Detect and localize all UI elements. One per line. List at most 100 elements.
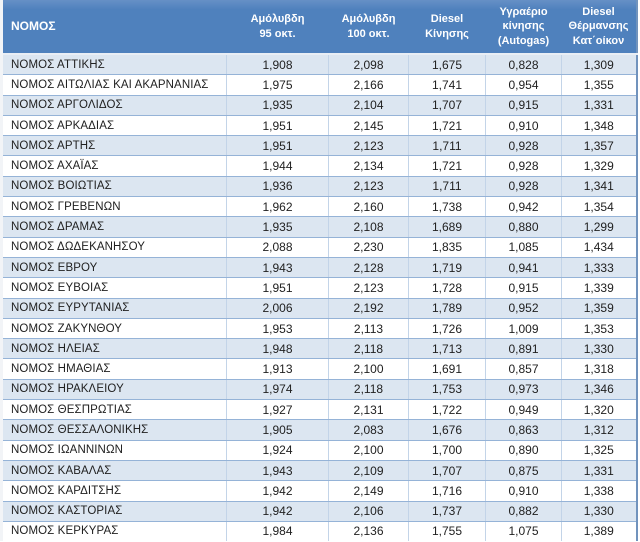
- price-cell: 1,338: [561, 480, 637, 502]
- price-cell: 0,828: [485, 54, 562, 76]
- price-cell: 1,927: [226, 399, 329, 421]
- price-cell: 0,875: [485, 460, 562, 482]
- price-cell: 1,974: [226, 379, 329, 401]
- table-row: ΝΟΜΟΣ ΑΤΤΙΚΗΣ 1,908 2,098 1,675 0,828 1,309: [1, 54, 637, 76]
- price-cell: 0,949: [485, 399, 562, 421]
- price-cell: 2,123: [328, 135, 409, 157]
- price-cell: 1,676: [408, 419, 486, 441]
- price-cell: 1,691: [408, 358, 486, 380]
- price-cell: 1,355: [561, 74, 637, 96]
- price-cell: 1,935: [226, 216, 329, 238]
- price-cell: 0,915: [485, 277, 562, 299]
- price-cell: 2,108: [328, 216, 409, 238]
- price-cell: 1,741: [408, 74, 486, 96]
- table-header: ΝΟΜΟΣ Αμόλυβδη 95 οκτ. Αμόλυβδη 100 οκτ.…: [1, 0, 637, 55]
- table-row: ΝΟΜΟΣ ΒΟΙΩΤΙΑΣ 1,936 2,123 1,711 0,928 1,341: [1, 176, 637, 198]
- price-cell: 1,835: [408, 237, 486, 258]
- prefecture-name: ΝΟΜΟΣ ΖΑΚΥΝΘΟΥ: [1, 318, 227, 340]
- price-cell: 2,123: [328, 176, 409, 198]
- price-cell: 1,716: [408, 480, 486, 502]
- table-row: ΝΟΜΟΣ ΚΑΡΔΙΤΣΗΣ 1,942 2,149 1,716 0,910 1,338: [1, 480, 637, 502]
- prefecture-name: ΝΟΜΟΣ ΚΑΣΤΟΡΙΑΣ: [1, 501, 227, 522]
- price-cell: 1,728: [408, 277, 486, 299]
- table-row: ΝΟΜΟΣ ΙΩΑΝΝΙΝΩΝ 1,924 2,100 1,700 0,890 1,325: [1, 440, 637, 461]
- table-row: ΝΟΜΟΣ ΓΡΕΒΕΝΩΝ 1,962 2,160 1,738 0,942 1,354: [1, 196, 637, 218]
- prefecture-name: ΝΟΜΟΣ ΗΡΑΚΛΕΙΟΥ: [1, 379, 227, 401]
- price-cell: 1,333: [561, 257, 637, 279]
- prefecture-name: ΝΟΜΟΣ ΒΟΙΩΤΙΑΣ: [1, 176, 227, 198]
- price-cell: 1,009: [485, 318, 562, 340]
- price-cell: 0,928: [485, 176, 562, 198]
- price-cell: 1,738: [408, 196, 486, 218]
- column-header-diesel-auto: Diesel Κίνησης: [408, 0, 486, 55]
- table-row: ΝΟΜΟΣ ΑΙΤΩΛΙΑΣ ΚΑΙ ΑΚΑΡΝΑΝΙΑΣ 1,975 2,166 1…: [1, 74, 637, 96]
- price-cell: 1,707: [408, 460, 486, 482]
- price-cell: 1,075: [485, 521, 562, 542]
- prefecture-name: ΝΟΜΟΣ ΑΡΚΑΔΙΑΣ: [1, 115, 227, 137]
- prefecture-name: ΝΟΜΟΣ ΓΡΕΒΕΝΩΝ: [1, 196, 227, 218]
- price-cell: 2,166: [328, 74, 409, 96]
- price-cell: 2,145: [328, 115, 409, 137]
- prefecture-name: ΝΟΜΟΣ ΕΥΡΥΤΑΝΙΑΣ: [1, 298, 227, 319]
- table-row: ΝΟΜΟΣ ΗΛΕΙΑΣ 1,948 2,118 1,713 0,891 1,330: [1, 338, 637, 360]
- prefecture-name: ΝΟΜΟΣ ΑΡΤΗΣ: [1, 135, 227, 157]
- price-cell: 2,006: [226, 298, 329, 319]
- price-cell: 0,973: [485, 379, 562, 401]
- price-cell: 1,737: [408, 501, 486, 522]
- price-cell: 0,891: [485, 338, 562, 360]
- table-row: ΝΟΜΟΣ ΗΡΑΚΛΕΙΟΥ 1,974 2,118 1,753 0,973 1,346: [1, 379, 637, 401]
- price-cell: 1,935: [226, 95, 329, 116]
- prefecture-name: ΝΟΜΟΣ ΚΑΡΔΙΤΣΗΣ: [1, 480, 227, 502]
- table-row: ΝΟΜΟΣ ΑΡΤΗΣ 1,951 2,123 1,711 0,928 1,357: [1, 135, 637, 157]
- prefecture-name: ΝΟΜΟΣ ΕΥΒΟΙΑΣ: [1, 277, 227, 299]
- column-header-unleaded-100: Αμόλυβδη 100 οκτ.: [328, 0, 409, 55]
- price-cell: 2,128: [328, 257, 409, 279]
- price-cell: 1,341: [561, 176, 637, 198]
- price-cell: 2,104: [328, 95, 409, 116]
- price-cell: 1,951: [226, 115, 329, 137]
- price-cell: 0,928: [485, 135, 562, 157]
- price-cell: 1,318: [561, 358, 637, 380]
- price-cell: 0,941: [485, 257, 562, 279]
- price-cell: 2,160: [328, 196, 409, 218]
- price-cell: 1,975: [226, 74, 329, 96]
- price-cell: 0,952: [485, 298, 562, 319]
- column-header-autogas: Υγραέριο κίνησης (Autogas): [485, 0, 562, 55]
- price-cell: 1,348: [561, 115, 637, 137]
- prefecture-name: ΝΟΜΟΣ ΔΩΔΕΚΑΝΗΣΟΥ: [1, 237, 227, 258]
- price-cell: 1,753: [408, 379, 486, 401]
- price-cell: 2,118: [328, 379, 409, 401]
- table-row: ΝΟΜΟΣ ΔΩΔΕΚΑΝΗΣΟΥ 2,088 2,230 1,835 1,085 1,4…: [1, 237, 637, 258]
- price-cell: 0,928: [485, 155, 562, 177]
- price-cell: 1,389: [561, 521, 637, 542]
- column-header-unleaded-95: Αμόλυβδη 95 οκτ.: [226, 0, 329, 55]
- price-cell: 0,910: [485, 480, 562, 502]
- price-cell: 1,331: [561, 95, 637, 116]
- table-row: ΝΟΜΟΣ ΘΕΣΠΡΩΤΙΑΣ 1,927 2,131 1,722 0,949 1,32…: [1, 399, 637, 421]
- column-header-diesel-heating: Diesel Θέρμανσης Κατ΄οίκον: [561, 0, 637, 55]
- prefecture-name: ΝΟΜΟΣ ΙΩΑΝΝΙΝΩΝ: [1, 440, 227, 461]
- price-cell: 1,943: [226, 257, 329, 279]
- price-cell: 0,954: [485, 74, 562, 96]
- price-cell: 2,109: [328, 460, 409, 482]
- price-cell: 2,123: [328, 277, 409, 299]
- price-cell: 1,913: [226, 358, 329, 380]
- price-cell: 1,942: [226, 480, 329, 502]
- table-row: ΝΟΜΟΣ ΚΕΡΚΥΡΑΣ 1,984 2,136 1,755 1,075 1,389: [1, 521, 637, 542]
- price-cell: 0,890: [485, 440, 562, 461]
- table-row: ΝΟΜΟΣ ΚΑΒΑΛΑΣ 1,943 2,109 1,707 0,875 1,331: [1, 460, 637, 482]
- prefecture-name: ΝΟΜΟΣ ΔΡΑΜΑΣ: [1, 216, 227, 238]
- prefecture-name: ΝΟΜΟΣ ΗΛΕΙΑΣ: [1, 338, 227, 360]
- price-cell: 0,915: [485, 95, 562, 116]
- prefecture-name: ΝΟΜΟΣ ΚΑΒΑΛΑΣ: [1, 460, 227, 482]
- price-cell: 1,944: [226, 155, 329, 177]
- prefecture-name: ΝΟΜΟΣ ΘΕΣΠΡΩΤΙΑΣ: [1, 399, 227, 421]
- header-row: ΝΟΜΟΣ Αμόλυβδη 95 οκτ. Αμόλυβδη 100 οκτ.…: [1, 0, 637, 55]
- table-row: ΝΟΜΟΣ ΔΡΑΜΑΣ 1,935 2,108 1,689 0,880 1,299: [1, 216, 637, 238]
- price-cell: 1,434: [561, 237, 637, 258]
- price-cell: 1,353: [561, 318, 637, 340]
- table-row: ΝΟΜΟΣ ΗΜΑΘΙΑΣ 1,913 2,100 1,691 0,857 1,318: [1, 358, 637, 380]
- price-cell: 1,299: [561, 216, 637, 238]
- prefecture-name: ΝΟΜΟΣ ΑΙΤΩΛΙΑΣ ΚΑΙ ΑΚΑΡΝΑΝΙΑΣ: [1, 74, 227, 96]
